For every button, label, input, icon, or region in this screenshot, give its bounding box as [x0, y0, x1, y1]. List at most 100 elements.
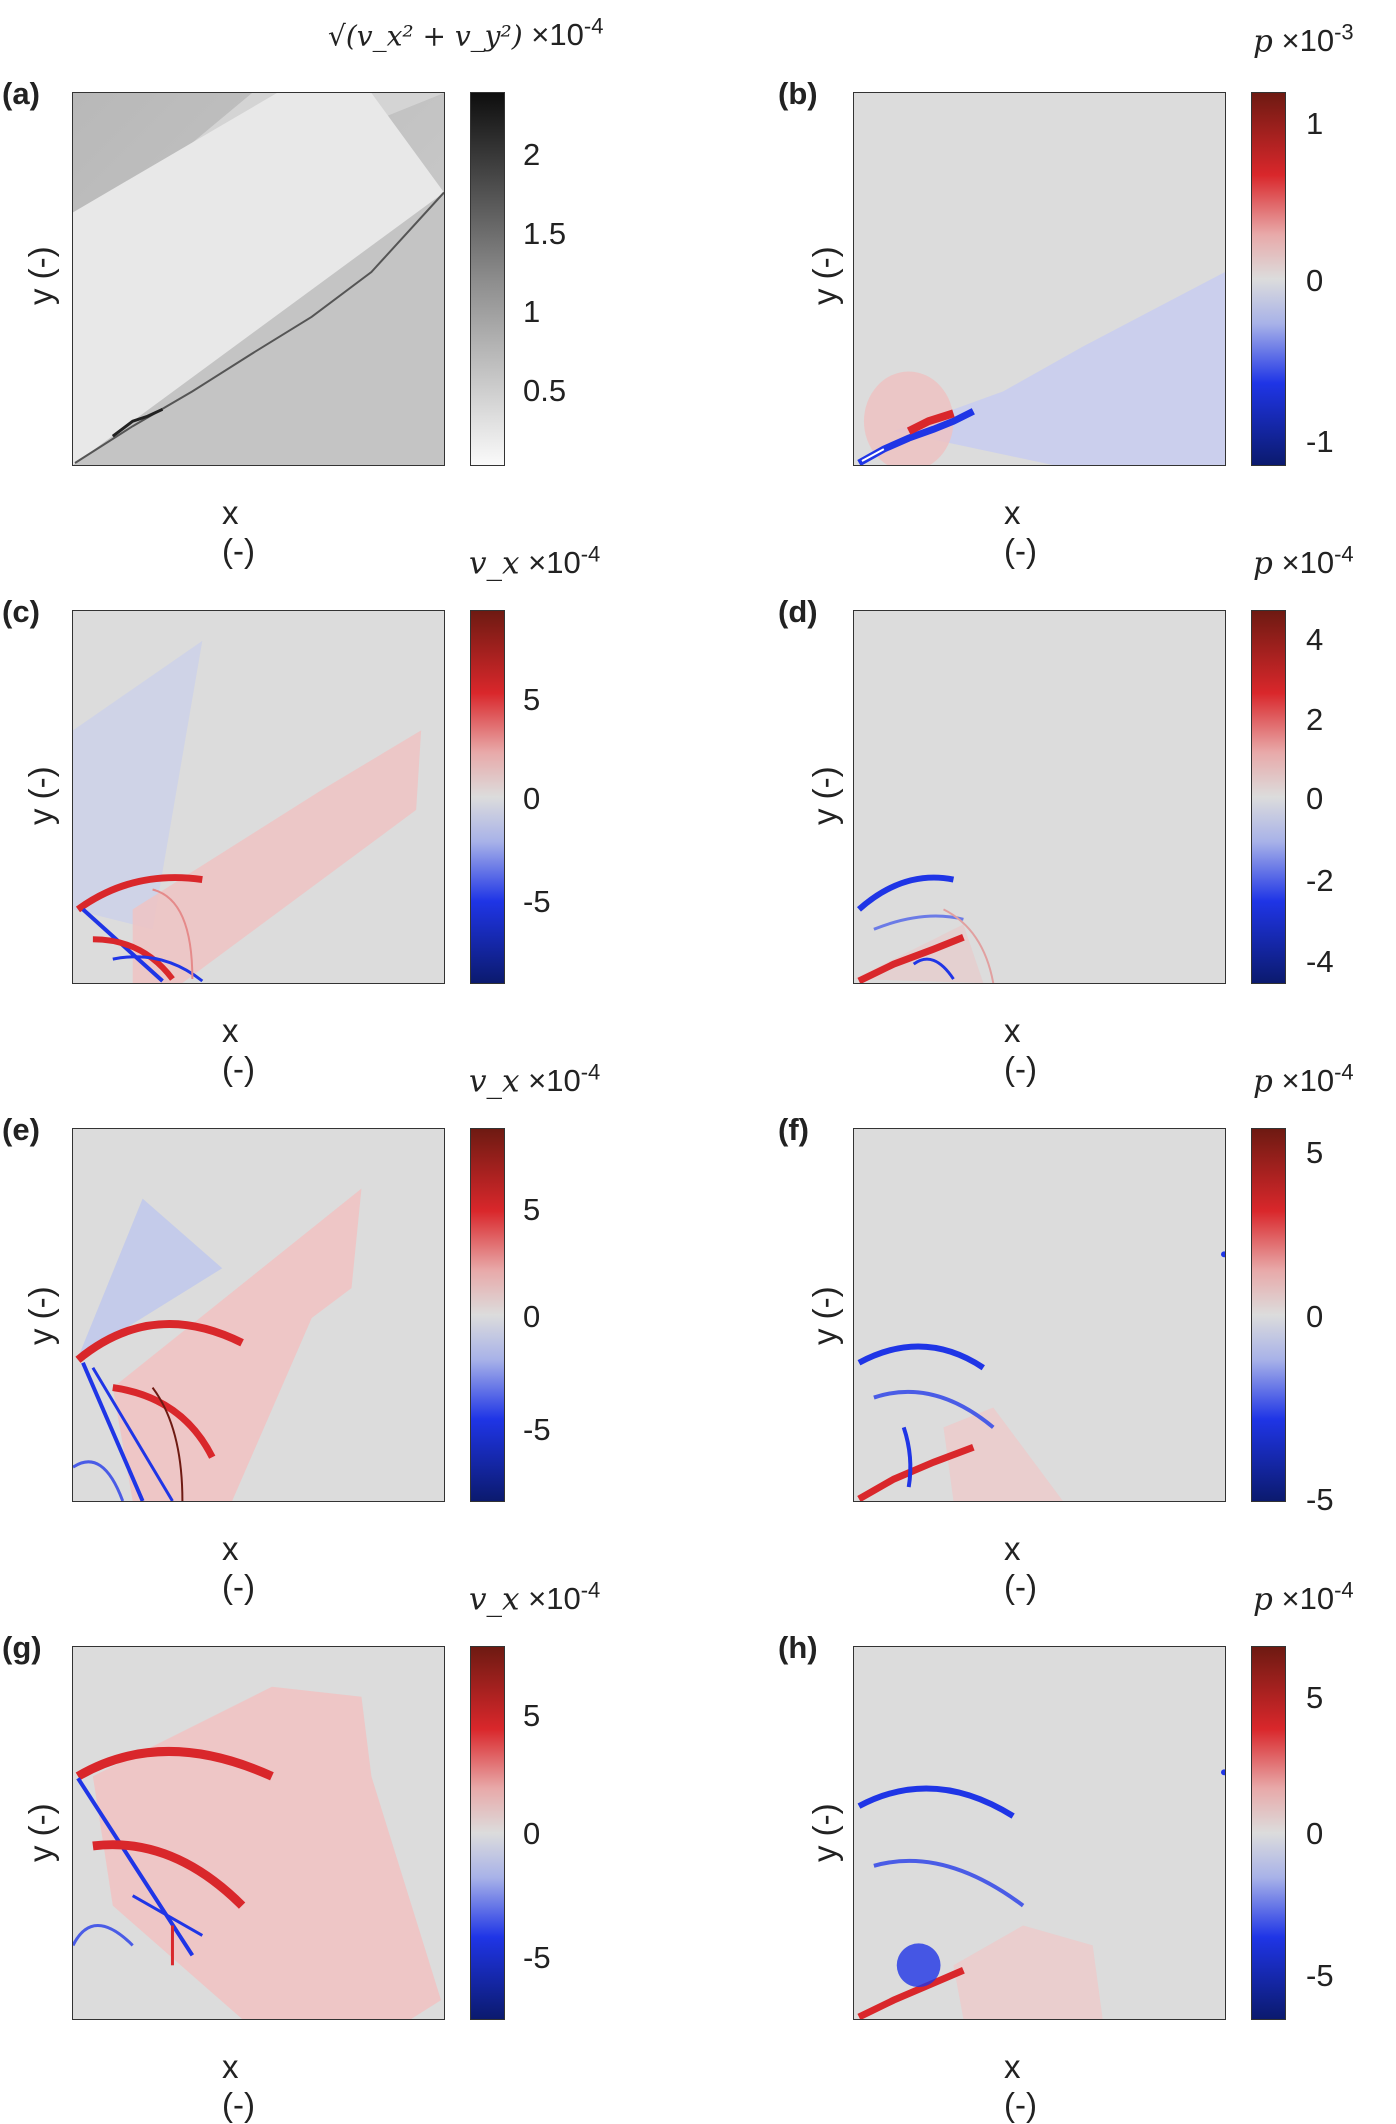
colorbar-multiplier-c: ×10	[528, 545, 581, 581]
colorbar-power-c: -4	[580, 542, 601, 567]
panel-label-f: (f)	[778, 1112, 809, 1147]
colorbar-title-e: v_x ×10-4	[469, 1060, 600, 1099]
colorbar-tick-h-3: -5	[1306, 1958, 1334, 1993]
colorbar-g	[470, 1646, 505, 2020]
colorbar-e	[470, 1128, 505, 1502]
field-plot-b	[853, 92, 1226, 466]
field-plot-a	[72, 92, 445, 466]
colorbar-tick-d-3: 0	[1306, 781, 1324, 816]
colorbar-variable-g: v_x	[469, 1581, 520, 1618]
field-image-b	[857, 272, 1225, 465]
colorbar-tick-d-4: -2	[1306, 863, 1334, 898]
x-axis-label-b: x (-)	[1004, 494, 1037, 569]
colorbar-multiplier-d: ×10	[1281, 545, 1335, 581]
colorbar-multiplier-g: ×10	[528, 1581, 581, 1617]
colorbar-tick-g-1: 5	[523, 1698, 541, 1733]
colorbar-title-f: p ×10-4	[1253, 1060, 1354, 1099]
colorbar-variable-a: √(v_x² + v_y²)	[328, 19, 523, 53]
colorbar-variable-b: p	[1253, 23, 1273, 60]
colorbar-tick-g-3: -5	[523, 1940, 551, 1975]
colorbar-title-h: p ×10-4	[1253, 1578, 1354, 1617]
field-plot-g	[72, 1646, 445, 2020]
colorbar-multiplier-b: ×10	[1281, 23, 1335, 59]
colorbar-h	[1251, 1646, 1286, 2020]
x-axis-label-f: x (-)	[1004, 1530, 1037, 1605]
colorbar-variable-h: p	[1253, 1581, 1273, 1618]
panel-label-c: (c)	[2, 594, 40, 629]
y-axis-label-f: y (-)	[806, 1286, 843, 1345]
field-image-c	[73, 640, 422, 983]
colorbar-variable-c: v_x	[469, 545, 520, 582]
colorbar-tick-h-1: 5	[1306, 1680, 1324, 1715]
colorbar-tick-g-2: 0	[523, 1816, 541, 1851]
colorbar-title-d: p ×10-4	[1253, 542, 1354, 581]
colorbar-tick-d-1: 4	[1306, 622, 1324, 657]
colorbar-power-h: -4	[1334, 1578, 1354, 1603]
field-plot-f	[853, 1128, 1226, 1502]
colorbar-tick-e-3: -5	[523, 1412, 551, 1447]
field-plot-h	[853, 1646, 1226, 2020]
field-plot-e	[72, 1128, 445, 1502]
panel-label-g: (g)	[2, 1630, 42, 1665]
colorbar-tick-a-1: 2	[523, 137, 541, 172]
field-image-a	[73, 93, 444, 465]
y-axis-label-a: y (-)	[22, 246, 59, 305]
colorbar-title-a: √(v_x² + v_y²) ×10-4	[328, 14, 603, 53]
field-image-g	[73, 1686, 442, 2019]
colorbar-power-f: -4	[1334, 1060, 1354, 1085]
field-image-e	[73, 1188, 362, 1501]
panel-label-h: (h)	[778, 1630, 818, 1665]
y-axis-label-h: y (-)	[806, 1803, 843, 1862]
colorbar-tick-f-1: 5	[1306, 1135, 1324, 1170]
y-axis-label-g: y (-)	[22, 1803, 59, 1862]
colorbar-multiplier-a: ×10	[531, 17, 584, 53]
y-axis-label-e: y (-)	[22, 1286, 59, 1345]
colorbar-title-c: v_x ×10-4	[469, 542, 600, 581]
colorbar-tick-b-3: -1	[1306, 424, 1334, 459]
colorbar-b	[1251, 92, 1286, 466]
colorbar-a	[470, 92, 505, 466]
colorbar-power-d: -4	[1334, 542, 1354, 567]
panel-label-a: (a)	[2, 76, 40, 111]
y-axis-label-b: y (-)	[806, 246, 843, 305]
colorbar-power-a: -4	[583, 14, 604, 39]
colorbar-power-b: -3	[1334, 20, 1354, 45]
colorbar-tick-c-2: 0	[523, 781, 541, 816]
colorbar-d	[1251, 610, 1286, 984]
panel-label-e: (e)	[2, 1112, 40, 1147]
colorbar-tick-a-3: 1	[523, 294, 541, 329]
field-image-h	[857, 1769, 1225, 2019]
field-plot-c	[72, 610, 445, 984]
panel-label-d: (d)	[778, 594, 818, 629]
colorbar-tick-a-4: 0.5	[523, 373, 567, 408]
colorbar-multiplier-e: ×10	[528, 1063, 581, 1099]
colorbar-f	[1251, 1128, 1286, 1502]
field-plot-d	[853, 610, 1226, 984]
colorbar-variable-e: v_x	[469, 1063, 520, 1100]
colorbar-tick-d-5: -4	[1306, 944, 1334, 979]
colorbar-variable-d: p	[1253, 545, 1273, 582]
colorbar-tick-c-1: 5	[523, 682, 541, 717]
field-image-f	[857, 1251, 1225, 1501]
colorbar-title-g: v_x ×10-4	[469, 1578, 600, 1617]
x-axis-label-d: x (-)	[1004, 1012, 1037, 1087]
x-axis-label-a: x (-)	[222, 494, 255, 569]
x-axis-label-g: x (-)	[222, 2048, 255, 2123]
colorbar-tick-a-2: 1.5	[523, 216, 567, 251]
colorbar-tick-c-3: -5	[523, 884, 551, 919]
x-axis-label-e: x (-)	[222, 1530, 255, 1605]
colorbar-tick-h-2: 0	[1306, 1816, 1324, 1851]
colorbar-c	[470, 610, 505, 984]
colorbar-tick-d-2: 2	[1306, 702, 1324, 737]
field-image-d	[854, 874, 995, 983]
colorbar-tick-f-3: -5	[1306, 1482, 1334, 1517]
y-axis-label-d: y (-)	[806, 766, 843, 825]
colorbar-multiplier-h: ×10	[1281, 1581, 1335, 1617]
colorbar-title-b: p ×10-3	[1253, 20, 1354, 59]
y-axis-label-c: y (-)	[22, 766, 59, 825]
colorbar-tick-e-2: 0	[523, 1299, 541, 1334]
colorbar-tick-e-1: 5	[523, 1192, 541, 1227]
x-axis-label-h: x (-)	[1004, 2048, 1037, 2123]
colorbar-tick-b-2: 0	[1306, 263, 1324, 298]
colorbar-power-e: -4	[580, 1060, 601, 1085]
